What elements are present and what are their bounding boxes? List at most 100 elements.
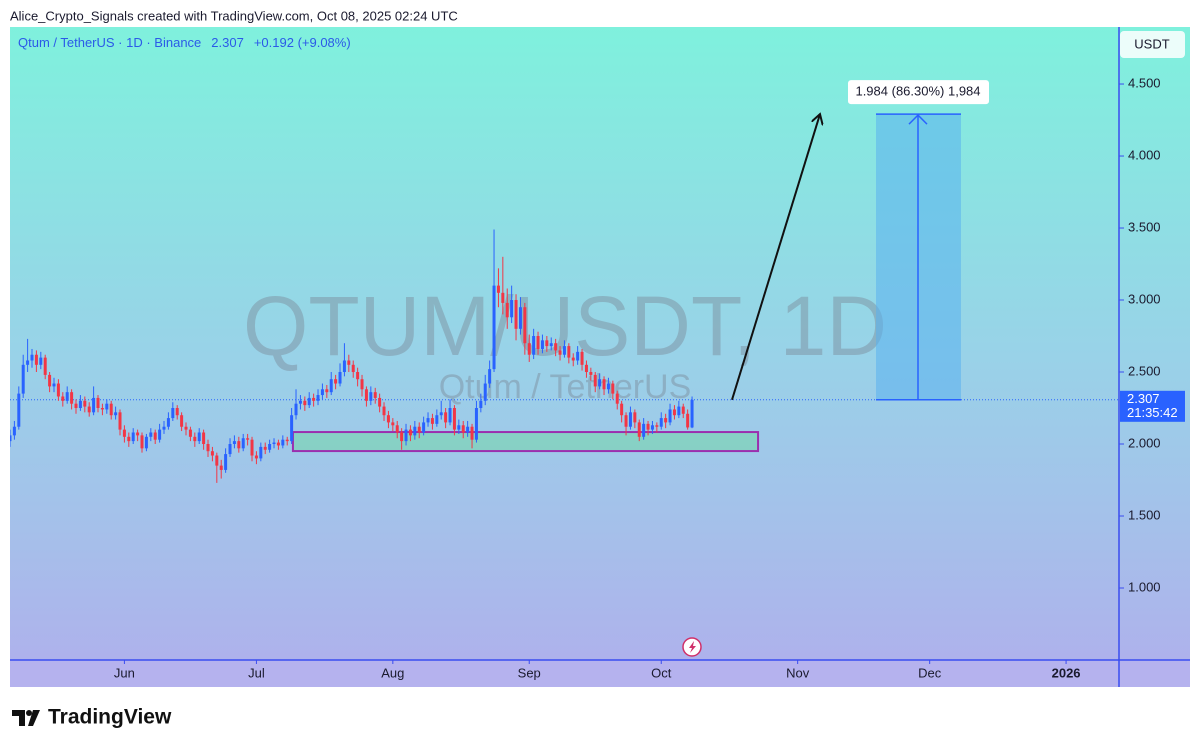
- time-axis-band: [10, 660, 1190, 687]
- tradingview-logo: [12, 710, 40, 726]
- x-tick-label: Jul: [248, 665, 265, 680]
- candle-body: [523, 307, 527, 344]
- candle-body: [17, 393, 21, 427]
- candle-body: [452, 408, 456, 430]
- candle-body: [281, 439, 285, 446]
- candle-body: [34, 354, 38, 365]
- candle-body: [268, 444, 272, 450]
- candle-body: [78, 400, 82, 409]
- candle-body: [589, 372, 593, 375]
- candle-body: [56, 383, 60, 397]
- candle-body: [175, 408, 179, 416]
- candle-body: [444, 412, 448, 423]
- candle-body: [439, 412, 443, 416]
- candle-body: [382, 406, 386, 416]
- candle-body: [184, 426, 188, 430]
- candle-body: [646, 423, 650, 430]
- candle-body: [404, 429, 408, 442]
- candle-body: [30, 354, 34, 361]
- candle-body: [488, 369, 492, 384]
- candle-body: [426, 418, 430, 423]
- candle-body: [351, 364, 355, 373]
- candle-body: [598, 379, 602, 387]
- currency-label: USDT: [1134, 36, 1169, 51]
- candle-body: [87, 406, 91, 413]
- x-tick-label: Sep: [518, 665, 541, 680]
- candle-body: [602, 379, 606, 390]
- candle-body: [52, 383, 56, 387]
- candle-body: [620, 403, 624, 416]
- candle-body: [373, 392, 377, 398]
- symbol: Qtum / TetherUS · 1D · Binance: [18, 35, 201, 50]
- candle-body: [391, 422, 395, 426]
- candle-body: [290, 415, 294, 442]
- last-price-label: 2.307: [1127, 391, 1160, 406]
- candle-body: [633, 412, 637, 423]
- candle-body: [501, 292, 505, 303]
- change: +0.192 (+9.08%): [254, 35, 351, 50]
- candle-body: [10, 435, 12, 442]
- candle-body: [448, 408, 452, 423]
- y-tick-label: 1.000: [1128, 579, 1161, 594]
- candle-body: [166, 418, 170, 427]
- candle-body: [259, 446, 263, 459]
- candle-body: [224, 454, 228, 470]
- candle-body: [241, 438, 245, 449]
- projection-label: 1.984 (86.30%) 1,984: [855, 84, 980, 99]
- candle-body: [576, 351, 580, 361]
- candle-body: [232, 441, 236, 445]
- candle-body: [580, 351, 584, 365]
- candle-body: [162, 426, 166, 430]
- candle-body: [558, 350, 562, 355]
- projection-label-box: [848, 80, 989, 105]
- candle-body: [386, 415, 390, 423]
- candle-body: [202, 432, 206, 445]
- candle-body: [83, 400, 87, 407]
- y-tick-label: 2.000: [1128, 435, 1161, 450]
- candle-body: [430, 418, 434, 424]
- trend-arrow: [731, 114, 820, 401]
- x-tick-label: 2026: [1052, 665, 1081, 680]
- candle-body: [325, 389, 329, 393]
- candle-body: [298, 400, 302, 404]
- candle-body: [496, 285, 500, 293]
- candle-body: [136, 432, 140, 436]
- candle-body: [364, 389, 368, 401]
- plot-area: [10, 114, 1118, 483]
- candle-body: [642, 423, 646, 437]
- candle-body: [584, 364, 588, 373]
- candle-body: [514, 300, 518, 329]
- y-tick-label: 4.500: [1128, 75, 1161, 90]
- candle-body: [171, 408, 175, 419]
- candle-body: [272, 442, 276, 445]
- lightning-icon[interactable]: [682, 637, 702, 657]
- candle-body: [672, 409, 676, 416]
- candle-body: [593, 374, 597, 387]
- candle-body: [70, 392, 74, 404]
- candle-body: [400, 432, 404, 442]
- candle-body: [180, 415, 184, 427]
- y-tick-label: 2.500: [1128, 363, 1161, 378]
- x-tick-label: Jun: [114, 665, 135, 680]
- candle-body: [193, 436, 197, 442]
- candle-body: [686, 413, 690, 428]
- candle-body: [413, 426, 417, 436]
- candle-body: [312, 397, 316, 401]
- x-tick-label: Nov: [786, 665, 810, 680]
- candle-body: [237, 441, 241, 449]
- candle-body: [105, 403, 109, 410]
- candle-body: [474, 408, 478, 440]
- candle-body: [294, 403, 298, 416]
- candle-body: [197, 432, 201, 442]
- chart-background: [10, 27, 1190, 687]
- candle-body: [562, 346, 566, 355]
- candle-body: [43, 357, 47, 375]
- candle-body: [549, 343, 553, 347]
- x-tick-label: Oct: [651, 665, 672, 680]
- currency-button[interactable]: [1120, 31, 1185, 58]
- candle-body: [545, 340, 549, 347]
- candle-body: [356, 372, 360, 380]
- candle-body: [26, 360, 30, 365]
- candle-body: [12, 426, 16, 436]
